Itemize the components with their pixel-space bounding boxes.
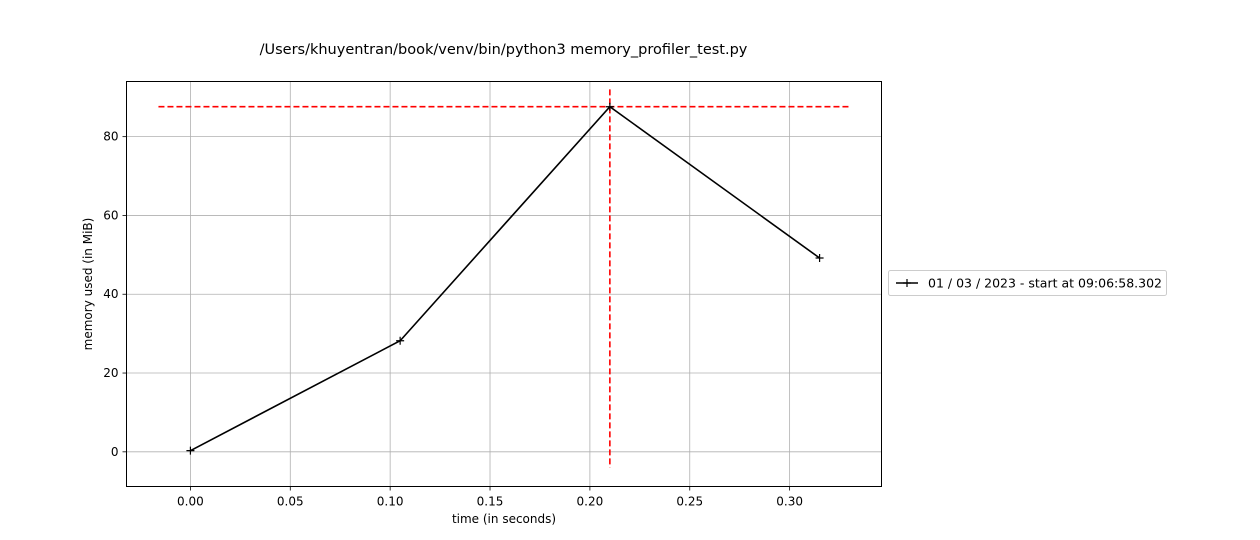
data-series bbox=[186, 102, 824, 455]
legend-box bbox=[888, 270, 1167, 296]
data-point-plus-marker bbox=[396, 336, 405, 345]
grid-lines bbox=[126, 81, 882, 487]
x-tick-label: 0.20 bbox=[577, 495, 604, 509]
data-point-plus-marker bbox=[815, 253, 824, 262]
legend-plus-marker-icon bbox=[903, 279, 911, 287]
y-tick-label: 40 bbox=[103, 287, 118, 301]
y-axis-label: memory used (in MiB) bbox=[81, 218, 95, 351]
legend-entry-label: 01 / 03 / 2023 - start at 09:06:58.302 bbox=[928, 276, 1162, 291]
x-tick-label: 0.15 bbox=[477, 495, 504, 509]
x-tick-label: 0.00 bbox=[177, 495, 204, 509]
x-tick-label: 0.25 bbox=[676, 495, 703, 509]
plot-frame bbox=[126, 81, 882, 487]
y-axis-ticks: 0 20 40 60 80 bbox=[103, 130, 127, 459]
chart-title: /Users/khuyentran/book/venv/bin/python3 … bbox=[260, 42, 748, 58]
data-point-plus-marker bbox=[186, 446, 195, 455]
x-axis-ticks: 0.00 0.05 0.10 0.15 0.20 0.25 0.30 bbox=[177, 486, 803, 509]
y-tick-label: 0 bbox=[111, 445, 119, 459]
x-axis-label: time (in seconds) bbox=[452, 512, 556, 526]
y-tick-label: 60 bbox=[103, 208, 118, 222]
reference-lines bbox=[158, 89, 850, 468]
x-tick-label: 0.05 bbox=[277, 495, 304, 509]
x-tick-label: 0.30 bbox=[776, 495, 803, 509]
y-tick-label: 20 bbox=[103, 366, 118, 380]
data-point-plus-marker bbox=[605, 102, 614, 111]
series-line bbox=[190, 105, 821, 452]
y-tick-label: 80 bbox=[103, 130, 118, 144]
x-tick-label: 0.10 bbox=[377, 495, 404, 509]
legend: 01 / 03 / 2023 - start at 09:06:58.302 bbox=[888, 270, 1167, 296]
